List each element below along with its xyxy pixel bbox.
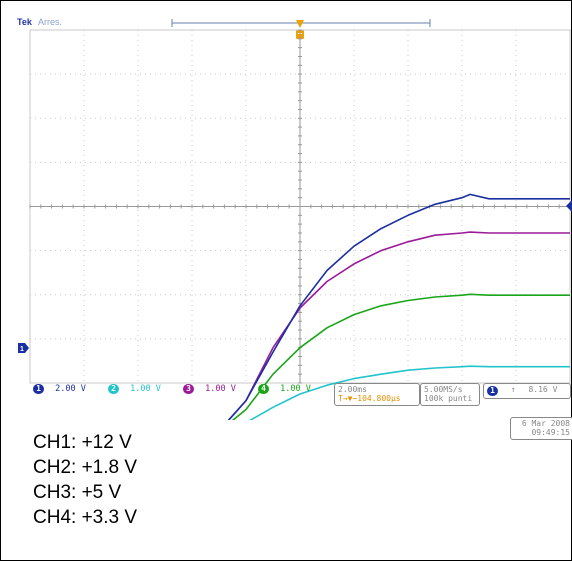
- timebase-readout: 2.00ms T→▼−104.800µs: [334, 383, 420, 406]
- legend-ch2: CH2: +1.8 V: [33, 457, 138, 478]
- trace-ch3: [227, 231, 570, 420]
- trigger-badge: 1: [487, 386, 498, 396]
- trigger-slope: ↑: [510, 385, 516, 394]
- ch2-scale: 1.00 V: [130, 384, 161, 394]
- trigger-level-marker: [566, 200, 572, 212]
- trace-ch2: [249, 365, 570, 420]
- trigger-position-value: T→▼−104.800µs: [338, 394, 401, 403]
- ch1-badge: 1: [33, 384, 44, 394]
- trace-ch4: [231, 293, 570, 420]
- ch3-readout: 3 1.00 V: [183, 383, 236, 395]
- svg-text:1: 1: [20, 346, 24, 353]
- ch3-scale: 1.00 V: [205, 384, 236, 394]
- traces: [227, 193, 570, 420]
- ch4-scale: 1.00 V: [280, 384, 311, 394]
- ch1-scale: 2.00 V: [55, 384, 86, 394]
- ch2-badge: 2: [108, 384, 119, 394]
- trigger-readout: 1 ↑ 8.16 V: [483, 383, 571, 399]
- ch4-badge: 4: [258, 384, 269, 394]
- graticule: [29, 29, 571, 384]
- record-length: 100k punti: [424, 394, 473, 403]
- legend-ch4: CH4: +3.3 V: [33, 507, 138, 528]
- ch2-readout: 2 1.00 V: [108, 383, 161, 395]
- acquisition-readout: 5.00MS/s 100k punti: [420, 383, 480, 406]
- ground-marker-ch1: 1: [18, 343, 29, 353]
- brand-label: Tek: [17, 17, 32, 27]
- ch1-readout: 1 2.00 V: [33, 383, 86, 395]
- trace-ch1: [227, 193, 570, 420]
- date-value: 6 Mar 2008: [521, 419, 570, 428]
- waveform-plot: T 1: [18, 19, 572, 420]
- trigger-level: 8.16 V: [528, 385, 558, 394]
- acquisition-mode: Arres.: [38, 17, 63, 27]
- oscilloscope-screen: Tek Arres. T 1 1 2.00 V 2 1.00 V: [17, 17, 572, 440]
- datetime-readout: 6 Mar 2008 09:49:15: [510, 417, 572, 440]
- ch4-readout: 4 1.00 V: [258, 383, 311, 395]
- legend-ch3: CH3: +5 V: [33, 482, 122, 503]
- timebase-value: 2.00ms: [338, 385, 367, 394]
- ch3-badge: 3: [183, 384, 194, 394]
- time-value: 09:49:15: [531, 428, 570, 437]
- legend-ch1: CH1: +12 V: [33, 432, 132, 453]
- channel-legend: CH1: +12 V CH2: +1.8 V CH3: +5 V CH4: +3…: [33, 430, 137, 530]
- sample-rate: 5.00MS/s: [424, 385, 463, 394]
